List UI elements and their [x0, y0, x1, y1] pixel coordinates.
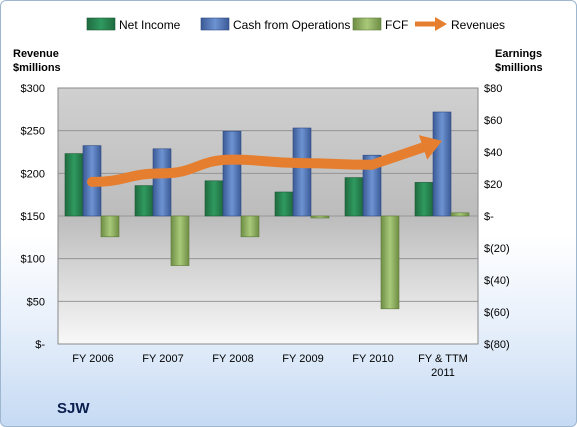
left-tick-label: $300 — [21, 83, 45, 95]
legend-label-fcf: FCF — [385, 18, 408, 32]
left-tick-label: $- — [35, 339, 45, 351]
left-axis-title-line2: $millions — [13, 62, 61, 74]
right-tick-label: $(80) — [484, 339, 510, 351]
legend-label-revenues: Revenues — [451, 18, 505, 32]
net-income-bar — [134, 185, 154, 217]
cash-from-operations-bar — [432, 111, 452, 217]
legend: Net Income Cash from Operations FCF Reve… — [86, 17, 505, 32]
right-tick-label: $40 — [484, 147, 502, 159]
x-tick-label: FY 2007 — [142, 353, 183, 365]
revenues-line — [87, 142, 429, 187]
x-tick-label: FY 2010 — [352, 353, 393, 365]
x-tick-label: FY 2008 — [212, 353, 253, 365]
cash-from-operations-bar — [152, 148, 172, 217]
ticker-label: SJW — [57, 400, 90, 417]
cash-from-operations-bar — [292, 127, 312, 217]
legend-label-cash-from-operations: Cash from Operations — [233, 18, 350, 32]
net-income-bar — [344, 177, 364, 217]
right-tick-label: $(40) — [484, 275, 510, 287]
revenues-arrowhead — [418, 135, 442, 160]
left-tick-label: $50 — [27, 296, 45, 308]
legend-label-net-income: Net Income — [119, 18, 181, 32]
fcf-bar — [380, 215, 400, 310]
fcf-bar — [100, 215, 120, 238]
x-tick-label: FY 2009 — [282, 353, 323, 365]
left-axis-ticks: $300 $250 $200 $150 $100 $50 $- — [21, 83, 46, 351]
right-tick-label: $(20) — [484, 243, 510, 255]
net-income-bar — [64, 153, 84, 217]
right-axis-ticks: $80 $60 $40 $20 $- $(20) $(40) $(60) $(80) — [484, 83, 510, 351]
right-tick-label: $20 — [484, 179, 502, 191]
net-income-bar — [414, 182, 434, 217]
legend-swatch-net-income — [86, 17, 116, 31]
right-tick-label: $80 — [484, 83, 502, 95]
right-axis-title-line1: Earnings — [495, 48, 542, 60]
left-tick-label: $150 — [21, 211, 45, 223]
fcf-bar — [310, 215, 330, 219]
left-tick-label: $100 — [21, 254, 45, 266]
legend-swatch-revenues — [415, 17, 447, 31]
left-tick-label: $200 — [21, 168, 45, 180]
fcf-bar — [240, 215, 260, 238]
fcf-bar — [170, 215, 190, 266]
left-tick-label: $250 — [21, 126, 45, 138]
right-tick-label: $- — [484, 211, 494, 223]
x-tick-label: FY 2006 — [72, 353, 113, 365]
x-tick-label: FY & TTM — [418, 353, 468, 365]
revenues-arrow — [87, 135, 442, 187]
net-income-bar — [204, 180, 224, 217]
cash-from-operations-bar — [222, 130, 242, 217]
right-tick-label: $60 — [484, 115, 502, 127]
fcf-bar — [450, 212, 470, 217]
legend-swatch-cash-from-operations — [200, 17, 230, 31]
bars — [64, 111, 470, 310]
net-income-bar — [274, 191, 294, 217]
legend-swatch-fcf — [352, 17, 382, 31]
cash-from-operations-bar — [362, 154, 382, 217]
right-axis-title-line2: $millions — [495, 62, 543, 74]
right-tick-label: $(60) — [484, 307, 510, 319]
x-tick-label: 2011 — [431, 367, 455, 379]
x-axis-labels: FY 2006 FY 2007 FY 2008 FY 2009 FY 2010 FY & … — [72, 353, 468, 379]
left-axis-title-line1: Revenue — [13, 48, 59, 60]
